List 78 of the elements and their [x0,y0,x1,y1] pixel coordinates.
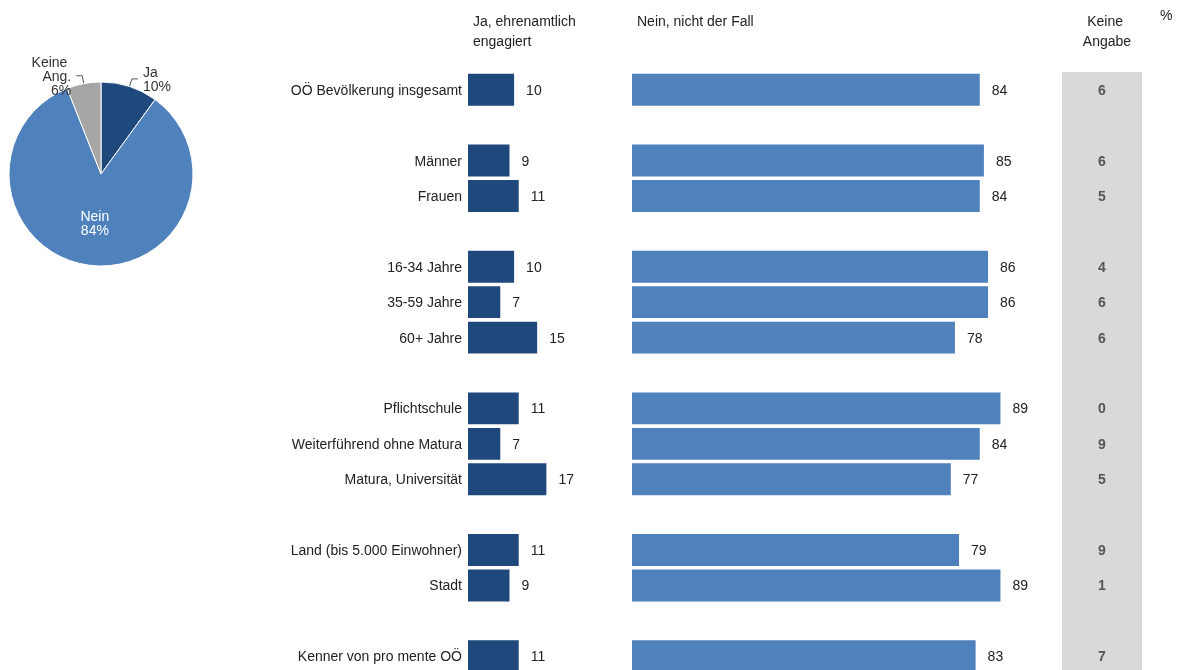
bar [632,250,989,283]
data-label: 11 [530,400,546,417]
bar [468,73,515,106]
y-tick-label: OÖ Bevölkerung insgesamt [290,80,463,98]
data-label: 7 [512,294,521,311]
y-tick-label: 35-59 Jahre [387,294,463,311]
bar [632,144,984,177]
slice-label: Nein [80,207,110,224]
chart-title: Ja, ehrenamtlich engagiert [473,13,580,49]
bar [632,73,980,106]
bar [468,534,519,566]
data-label: 84 [991,81,1008,98]
data-label: 77 [962,471,979,488]
data-label: 9 [521,152,530,169]
data-label: 10 [526,258,542,275]
bar [468,321,538,354]
y-tick-label: Kenner von pro mente OÖ [297,647,463,665]
data-label: 11 [530,187,546,204]
y-tick-label: Pflichtschule [383,400,463,417]
data-label: 6 [1098,81,1107,98]
data-label: 86 [1000,258,1016,275]
bar [468,180,519,212]
bar [632,427,980,460]
data-label: 5 [1098,471,1107,488]
y-tick-label: 60+ Jahre [399,329,463,346]
data-label: 0 [1098,400,1107,417]
data-label: 6 [1098,329,1107,346]
data-label: 89 [1012,577,1029,594]
data-label: 9 [1098,435,1107,452]
bar [468,286,501,319]
data-label: 11 [530,648,546,665]
bar [632,392,1001,425]
bar [468,392,519,425]
data-label: 79 [971,542,987,559]
data-label: 9 [1098,542,1107,559]
y-tick-label: Männer [414,152,463,169]
data-label: 17 [558,471,575,488]
bar [632,569,1001,602]
data-label: 85 [995,152,1012,169]
bar [468,569,510,602]
data-label: 4 [1098,258,1107,275]
bar [632,286,989,319]
data-label: 7 [512,435,521,452]
data-label: 84 [991,435,1008,452]
chart-title: Nein, nicht der Fall [637,13,754,29]
y-tick-label: Land (bis 5.000 Einwohner) [290,542,462,559]
y-tick-label: Matura, Universität [344,471,463,488]
bar [632,180,980,212]
data-label: 6 [1098,294,1107,311]
text: Keine Angabe [1082,13,1132,49]
bar [632,321,955,354]
bar [468,250,515,283]
data-label: 7 [1098,648,1107,665]
data-label: 78 [966,329,983,346]
data-label: 1 [1098,577,1107,594]
data-label: 9 [521,577,530,594]
data-label: 10 [526,81,542,98]
y-tick-label: Weiterführend ohne Matura [291,435,463,452]
y-tick-label: Stadt [429,577,463,594]
bar [468,144,510,177]
data-label: 83 [987,648,1004,665]
bar [632,534,960,566]
bar [468,463,547,496]
data-label: 86 [1000,294,1016,311]
slice-label: Ja [142,63,158,80]
data-label: 15 [549,329,565,346]
y-tick-label: Frauen [417,187,462,204]
y-tick-label: 16-34 Jahre [387,258,463,275]
data-label: 11 [530,542,546,559]
data-label: 89 [1012,400,1029,417]
data-label: 10% [142,77,171,94]
data-label: 84% [80,221,109,238]
data-label: 5 [1098,187,1107,204]
bar [632,463,951,496]
data-label: 84 [991,187,1008,204]
bar [468,427,501,460]
text: % [1160,7,1173,23]
data-label: 6 [1098,152,1107,169]
